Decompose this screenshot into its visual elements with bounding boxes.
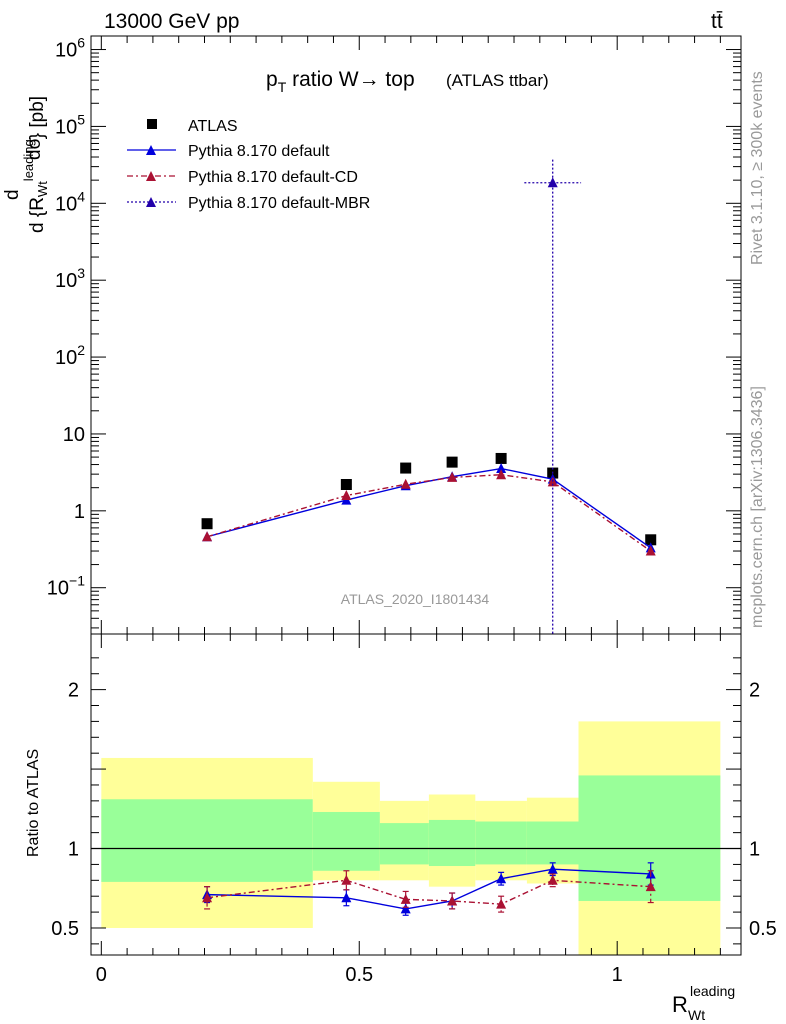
default-data-point xyxy=(496,463,507,474)
ratio-y-tick-label: 2 xyxy=(68,680,79,702)
ratio-series xyxy=(202,862,656,916)
ratio-ylabel: Ratio to ATLAS xyxy=(25,749,42,857)
y-tick-label: 104 xyxy=(55,188,85,215)
cd-data-point xyxy=(645,545,656,556)
legend-label-atlas: ATLAS xyxy=(188,118,238,135)
cd-data-point xyxy=(202,531,213,542)
band-green-4 xyxy=(475,821,527,865)
main-ylabel: d dσ d {RWtleading} [pb] xyxy=(2,96,50,233)
y-tick-label: 105 xyxy=(55,111,85,138)
cd-ratio-point xyxy=(547,874,558,885)
ratio-frame xyxy=(90,633,742,956)
atlas-data-point xyxy=(400,462,412,474)
atlas-data-point xyxy=(446,456,458,468)
ratio-y-tick-label-right: 2 xyxy=(749,680,760,702)
legend-entry-default: Pythia 8.170 default xyxy=(127,143,330,160)
cd-data-point xyxy=(447,471,458,482)
ratio-y-tick-label-right: 0.5 xyxy=(749,918,777,940)
cd-ratio-point xyxy=(202,892,213,903)
y-tick-label: 10 xyxy=(63,424,85,446)
main-axes: 10−1 1 10 102 103 104 105 106 xyxy=(47,35,742,635)
svg-text:leading: leading xyxy=(690,983,735,999)
main-series xyxy=(201,159,657,634)
y-tick-label: 102 xyxy=(55,342,85,369)
ratio-y-tick-label: 0.5 xyxy=(51,918,79,940)
cd-data-point xyxy=(341,490,352,501)
svg-text:R: R xyxy=(672,992,688,1017)
default-ratio-point xyxy=(496,873,507,884)
atlas-data-point xyxy=(201,518,213,530)
y-tick-label: 106 xyxy=(55,35,85,62)
y-tick-label: 103 xyxy=(55,265,85,292)
legend-entry-cd: Pythia 8.170 default-CD xyxy=(127,169,358,186)
legend-marker-cd xyxy=(146,171,156,181)
energy-label: 13000 GeV pp xyxy=(104,10,239,33)
x-tick-label: 0 xyxy=(96,964,107,986)
band-green-5 xyxy=(526,821,579,865)
legend-entry-atlas: ATLAS xyxy=(147,118,238,135)
legend-label-mbr: Pythia 8.170 default-MBR xyxy=(188,195,370,212)
default-ratio-point xyxy=(547,863,558,874)
ratio-y-tick-label-right: 1 xyxy=(749,839,760,861)
band-green-1 xyxy=(312,811,380,871)
cd-data-point xyxy=(496,469,507,480)
band-green-6 xyxy=(578,775,721,901)
default-ratio-point xyxy=(400,903,411,914)
cd-ratio-point xyxy=(400,893,411,904)
cd-data-point xyxy=(400,478,411,489)
legend-entry-mbr: Pythia 8.170 default-MBR xyxy=(127,195,370,212)
band-green-2 xyxy=(379,823,429,865)
x-axis-label: R Wt leading xyxy=(672,983,735,1023)
analysis-watermark: ATLAS_2020_I1801434 xyxy=(341,591,490,607)
atlas-data-point xyxy=(340,479,352,491)
y-tick-label: 1 xyxy=(74,501,85,523)
x-tick-label: 1 xyxy=(612,964,623,986)
legend-marker-mbr xyxy=(146,197,156,207)
atlas-data-point xyxy=(645,534,657,546)
legend-label-default: Pythia 8.170 default xyxy=(188,143,330,160)
svg-text:Wt: Wt xyxy=(688,1007,705,1023)
atlas-data-point xyxy=(495,452,507,464)
band-green-3 xyxy=(428,819,476,867)
side-label-bottom: mcplots.cern.ch [arXiv:1306.3436] xyxy=(749,386,766,628)
svg-text:d {RWtleading} [pb]: d {RWtleading} [pb] xyxy=(21,96,50,233)
ratio-y-tick-label: 1 xyxy=(68,839,79,861)
legend: ATLAS Pythia 8.170 default Pythia 8.170 … xyxy=(127,118,370,212)
default-ratio-point xyxy=(341,892,352,903)
mbr-data-point xyxy=(547,177,558,188)
y-tick-label: 10−1 xyxy=(47,573,85,600)
plot-title: pT ratio W→ top xyxy=(266,68,415,95)
band-green-0 xyxy=(101,799,313,882)
process-label: tt̄ xyxy=(711,10,723,33)
side-label-top: Rivet 3.1.10, ≥ 300k events xyxy=(749,71,766,265)
ratio-uncertainty-bands xyxy=(101,721,721,955)
plot-title-small: (ATLAS ttbar) xyxy=(446,71,549,90)
cd-line xyxy=(206,474,652,552)
ratio-axes: 0 0.5 1 0.5 0.5 1 1 2 2 xyxy=(51,633,777,986)
legend-label-cd: Pythia 8.170 default-CD xyxy=(188,169,358,186)
cd-ratio-point xyxy=(496,898,507,909)
legend-marker-atlas xyxy=(147,119,157,129)
cd-ratio-point xyxy=(645,881,656,892)
cd-ratio-point xyxy=(447,895,458,906)
svg-text:dσ: dσ xyxy=(24,137,45,160)
x-tick-label: 0.5 xyxy=(345,964,373,986)
legend-marker-default xyxy=(146,145,156,155)
svg-text:d: d xyxy=(2,189,23,200)
cd-ratio-point xyxy=(341,874,352,885)
